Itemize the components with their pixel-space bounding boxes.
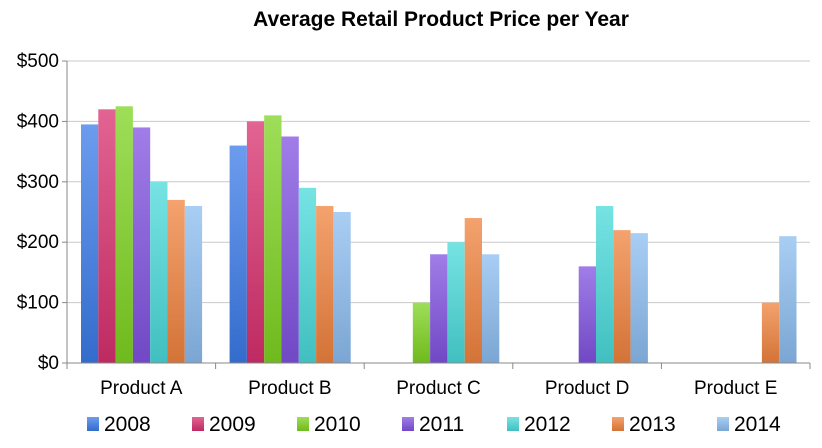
bar-product-e-2013 xyxy=(761,302,780,363)
bar-product-c-2012 xyxy=(447,242,465,363)
legend-label-2008: 2008 xyxy=(104,413,151,436)
x-tick-label: Product B xyxy=(248,378,331,399)
bar-product-d-2014 xyxy=(630,233,648,363)
bar-product-b-2010 xyxy=(264,115,282,363)
bar-product-e-2014 xyxy=(779,236,797,363)
y-tick-label: $400 xyxy=(17,111,59,132)
bar-product-c-2010 xyxy=(412,302,431,363)
legend-label-2011: 2011 xyxy=(419,413,464,436)
x-tick-label: Product E xyxy=(694,378,777,399)
bar-product-d-2011 xyxy=(578,266,596,363)
legend-swatch-2014 xyxy=(717,417,729,431)
bar-product-b-2008 xyxy=(229,145,247,363)
bar-product-d-2012 xyxy=(596,205,614,363)
legend-swatch-2008 xyxy=(87,417,99,431)
legend-label-2012: 2012 xyxy=(524,413,571,436)
y-tick-label: $300 xyxy=(17,172,59,193)
legend-swatch-2010 xyxy=(297,417,309,431)
bar-product-b-2011 xyxy=(281,136,299,363)
legend-swatch-2011 xyxy=(402,417,414,431)
legend-label-2013: 2013 xyxy=(629,413,676,436)
bar-product-c-2014 xyxy=(482,254,500,363)
bar-product-a-2008 xyxy=(81,124,99,363)
legend-swatch-2013 xyxy=(612,417,624,431)
y-tick-label: $0 xyxy=(38,353,59,374)
legend-label-2010: 2010 xyxy=(314,413,361,436)
bar-product-d-2013 xyxy=(613,230,631,363)
bar-product-a-2011 xyxy=(132,127,151,363)
bars xyxy=(81,106,797,364)
bar-product-b-2014 xyxy=(333,212,351,363)
bar-product-a-2012 xyxy=(150,181,168,363)
legend-label-2009: 2009 xyxy=(209,413,256,436)
bar-product-a-2009 xyxy=(98,109,116,363)
bar-product-a-2013 xyxy=(167,199,185,363)
bar-product-b-2013 xyxy=(316,205,334,363)
axes xyxy=(66,61,810,364)
bar-product-b-2009 xyxy=(246,121,265,364)
x-tick-label: Product D xyxy=(545,378,629,399)
y-tick-label: $200 xyxy=(17,232,59,253)
bar-product-a-2010 xyxy=(115,106,133,364)
x-axis-ticks: Product A Product B Product C Product D Prod… xyxy=(66,363,811,399)
x-tick-label: Product A xyxy=(100,378,183,399)
bar-product-b-2012 xyxy=(298,187,317,363)
legend-swatch-2012 xyxy=(507,417,519,431)
chart-title: Average Retail Product Price per Year xyxy=(253,8,629,31)
legend-swatch-2009 xyxy=(192,417,204,431)
legend: 2008 2009 2010 2011 2012 2013 2014 xyxy=(87,413,781,436)
x-tick-label: Product C xyxy=(396,378,480,399)
y-tick-label: $100 xyxy=(17,293,59,314)
legend-label-2014: 2014 xyxy=(734,413,781,436)
bar-product-a-2014 xyxy=(184,205,203,363)
y-axis-ticks: $0 $100 $200 $300 $400 $500 xyxy=(17,51,67,374)
y-tick-label: $500 xyxy=(17,51,59,72)
bar-product-c-2013 xyxy=(464,218,482,363)
bar-product-c-2011 xyxy=(430,254,448,363)
